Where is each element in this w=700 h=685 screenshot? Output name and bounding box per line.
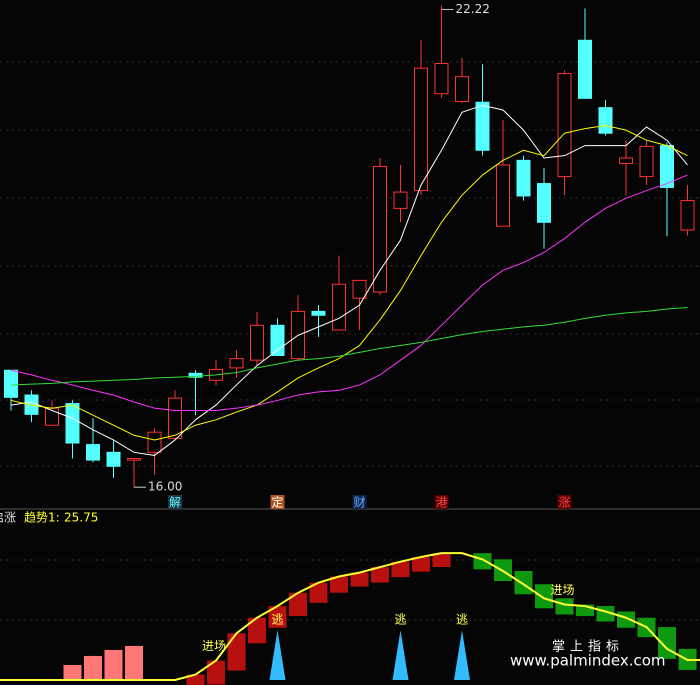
candle-body [373, 166, 387, 293]
event-label: 港 [435, 496, 447, 510]
price-panel: 22.22 16.00 解 定 财 港 涨 [4, 2, 695, 510]
bars-name: 启涨 [0, 510, 16, 525]
moving-average [10, 124, 688, 441]
website: www.palmindex.com [510, 652, 666, 670]
trend-block [473, 553, 492, 570]
candle-body [311, 310, 326, 316]
candle-body [168, 397, 182, 439]
event-box [352, 495, 367, 509]
event-box [168, 495, 182, 509]
event-box [557, 495, 572, 509]
candle-body [229, 358, 244, 369]
candle-body [578, 39, 592, 99]
signal-spike [392, 630, 409, 680]
candle-body [639, 145, 654, 178]
trend-block [207, 660, 225, 685]
trend-block [227, 633, 246, 671]
trend-block [432, 553, 451, 568]
candle-body [475, 101, 490, 151]
candle-body [106, 451, 121, 467]
bar [125, 645, 143, 680]
signal-label: 逃 [394, 613, 406, 627]
moving-average [10, 306, 688, 386]
candle-body [65, 403, 80, 444]
trend-block [514, 571, 533, 595]
trend-block [186, 674, 205, 685]
candle-body [598, 107, 613, 134]
candle-body [188, 372, 203, 378]
trend-block [412, 557, 430, 572]
candle-body [680, 200, 695, 231]
candle-body [619, 157, 633, 164]
trend-value: 25.75 [64, 511, 98, 525]
trend-block [535, 584, 553, 609]
trend-name: 趋势1: [24, 511, 60, 525]
annotation: 22.22 [456, 2, 490, 16]
background-grid [0, 61, 700, 621]
candle-body [127, 458, 141, 461]
candle-body [4, 369, 18, 398]
trend-block [289, 592, 307, 617]
event-label: 解 [169, 496, 181, 510]
candle-body [86, 444, 100, 461]
trend-block [268, 606, 287, 628]
candle-body [434, 63, 449, 95]
signal-spike [454, 630, 470, 680]
signal-spike [269, 630, 286, 680]
signal-label: 逃 [456, 613, 468, 627]
moving-average [10, 174, 688, 412]
bar [63, 664, 82, 680]
bar [104, 649, 123, 680]
indicator-panel: 逃逃逃进场进场 [0, 552, 700, 685]
entry-label: 进场 [551, 583, 575, 597]
trend-block [248, 617, 266, 644]
candle-body [516, 159, 531, 197]
candle-body [352, 279, 367, 299]
candle-body [455, 76, 469, 102]
candle-body [147, 431, 162, 453]
candle-body [393, 191, 408, 209]
trend-line [11, 552, 700, 681]
candle-body [537, 183, 551, 223]
candle-body [270, 324, 285, 357]
trend-block [576, 604, 594, 617]
event-label: 财 [353, 496, 365, 510]
trend-block [350, 572, 369, 587]
bar [84, 655, 102, 680]
signal-label: 逃 [271, 613, 283, 627]
event-box [270, 495, 285, 509]
trend-block [555, 598, 574, 615]
trend-block [391, 561, 410, 578]
entry-label: 进场 [202, 639, 226, 653]
event-label: 涨 [558, 495, 570, 510]
candle-body [250, 324, 264, 361]
event-box [434, 495, 449, 509]
watermark: 掌上指标 [552, 640, 624, 655]
trend-block [330, 576, 348, 593]
candle-body [414, 67, 428, 192]
candle-body [557, 73, 572, 178]
moving-average [10, 104, 688, 456]
annotation: 16.00 [148, 480, 182, 494]
candle-body [332, 283, 346, 331]
candle-body [496, 164, 510, 227]
event-label: 定 [271, 495, 283, 510]
trend-block [309, 582, 328, 603]
trend-block [371, 567, 389, 583]
